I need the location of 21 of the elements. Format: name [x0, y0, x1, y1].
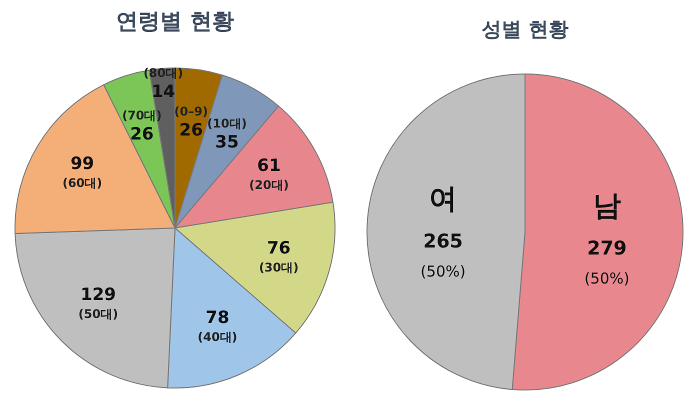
chart-title: 연령별 현황: [116, 10, 234, 34]
data-label: 14: [151, 82, 176, 102]
data-label: 26: [130, 124, 154, 144]
slice-label: 남: [592, 188, 621, 222]
data-label: 35: [215, 132, 239, 152]
slice-label: (50대): [78, 306, 118, 321]
slice-label: (10대): [207, 116, 247, 130]
slice-label: 여: [429, 182, 458, 216]
data-label: 26: [179, 120, 203, 140]
data-label: 76: [266, 238, 291, 259]
data-label: 279 (50%): [584, 237, 630, 288]
data-label: 99: [70, 154, 94, 174]
data-label: 129: [80, 284, 116, 305]
slice-label: (30대): [258, 260, 299, 275]
chart-title: 성별 현황: [482, 17, 568, 41]
data-label: 78: [206, 308, 230, 328]
data-label: 61: [257, 156, 281, 176]
data-label: 265 (50%): [420, 230, 466, 281]
slice-label: (60대): [62, 176, 102, 190]
slice-label: (40대): [198, 330, 238, 344]
slice-label: (20대): [249, 178, 289, 192]
